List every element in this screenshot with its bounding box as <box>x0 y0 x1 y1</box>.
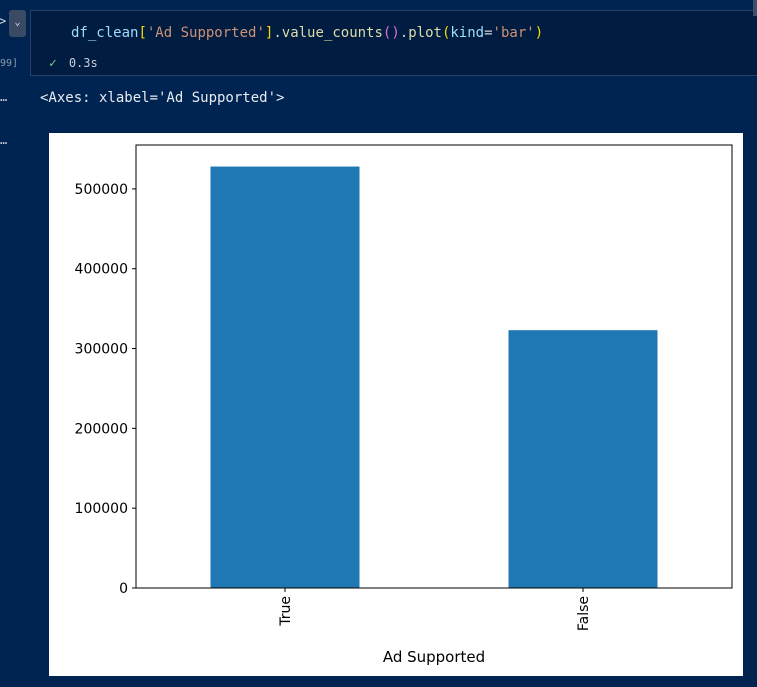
execution-count: 99] <box>0 58 19 69</box>
code-line[interactable]: df_clean['Ad Supported'].value_counts().… <box>71 25 544 41</box>
output-menu-icon[interactable]: … <box>0 90 8 104</box>
x-axis-label: Ad Supported <box>383 648 485 666</box>
run-cell-icon[interactable]: > <box>0 14 7 28</box>
cell-gutter: > ⌄ 99] … … <box>0 0 30 687</box>
y-tick-label: 0 <box>119 581 128 597</box>
output-menu-icon[interactable]: … <box>0 133 8 147</box>
y-tick-label: 300000 <box>75 342 128 358</box>
execution-duration: 0.3s <box>68 56 98 70</box>
code-method: plot <box>408 25 442 41</box>
bar-false <box>508 330 658 588</box>
bar-chart: True False 0 100000 200000 300000 400000 500000… <box>75 144 733 666</box>
code-param: kind <box>450 25 485 41</box>
bar-true <box>210 166 360 589</box>
y-tick-label: 400000 <box>75 262 128 278</box>
output-repr: <Axes: xlabel='Ad Supported'> <box>40 90 285 106</box>
plot-figure: True False 0 100000 200000 300000 400000 500000… <box>49 133 743 676</box>
checkmark-icon: ✓ <box>49 56 57 71</box>
code-method: value_counts <box>281 25 383 41</box>
chevron-down-icon[interactable]: ⌄ <box>9 10 26 37</box>
y-tick-label: 100000 <box>75 501 128 517</box>
code-string: 'bar' <box>492 25 535 41</box>
code-cell[interactable]: df_clean['Ad Supported'].value_counts().… <box>30 10 757 76</box>
scrollbar-marker <box>753 0 757 16</box>
x-tick-label: False <box>576 596 592 631</box>
execution-status: ✓ 0.3s <box>49 56 98 71</box>
code-string: 'Ad Supported' <box>146 25 265 41</box>
axes-frame <box>135 144 733 589</box>
x-tick-label: True <box>278 596 294 627</box>
y-tick-label: 200000 <box>75 421 128 437</box>
code-variable: df_clean <box>71 25 139 41</box>
y-tick-label: 500000 <box>75 182 128 198</box>
